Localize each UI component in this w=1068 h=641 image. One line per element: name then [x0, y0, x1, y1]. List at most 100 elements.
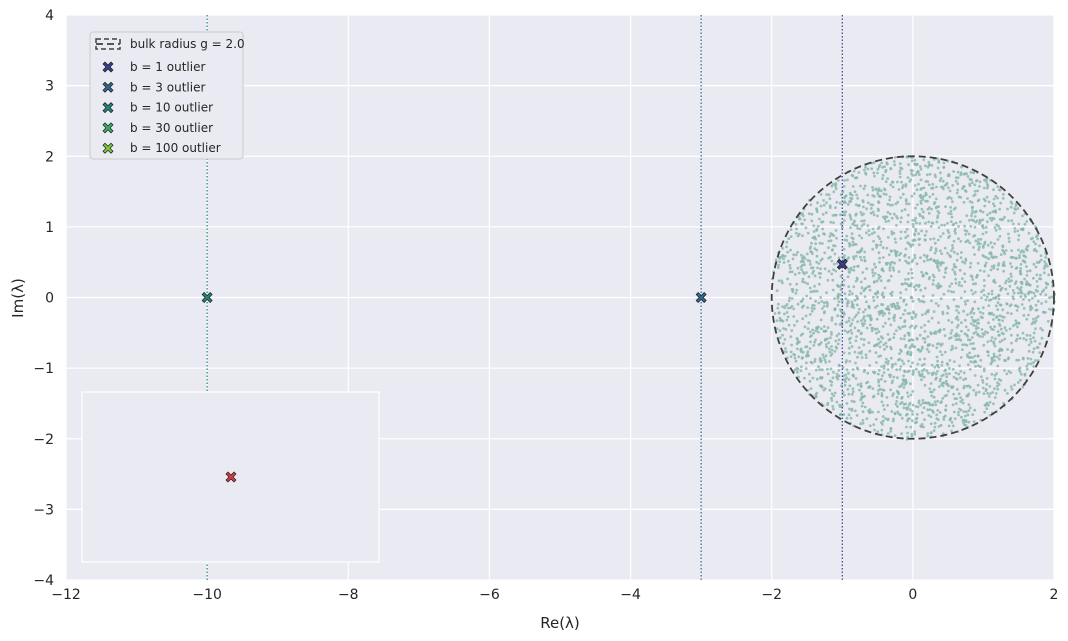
bulk-point — [891, 266, 895, 270]
bulk-point — [895, 395, 899, 399]
bulk-point — [1019, 289, 1023, 292]
bulk-point — [884, 220, 888, 224]
bulk-point — [963, 261, 967, 265]
bulk-point — [978, 242, 982, 246]
bulk-point — [836, 283, 839, 287]
bulk-point — [1017, 222, 1021, 226]
bulk-point — [1007, 232, 1010, 236]
bulk-point — [866, 314, 870, 318]
bulk-point — [849, 266, 853, 270]
bulk-point — [954, 371, 958, 375]
bulk-point — [934, 261, 938, 265]
bulk-point — [900, 432, 903, 435]
bulk-point — [834, 184, 837, 188]
bulk-point — [854, 279, 858, 283]
bulk-point — [887, 311, 891, 315]
bulk-point — [936, 157, 939, 161]
bulk-point — [1014, 256, 1018, 260]
bulk-point — [861, 410, 865, 414]
bulk-point — [948, 234, 952, 238]
bulk-point — [826, 372, 830, 376]
bulk-point — [940, 261, 944, 264]
bulk-point — [963, 280, 967, 283]
bulk-point — [824, 343, 828, 346]
bulk-point — [1017, 358, 1021, 362]
bulk-point — [895, 368, 899, 372]
bulk-point — [797, 375, 800, 379]
bulk-point — [875, 279, 879, 283]
bulk-point — [1036, 359, 1040, 362]
bulk-point — [931, 403, 934, 406]
x-tick-labels: −12 −10 −8 −6 −4 −2 0 2 — [51, 587, 1058, 603]
bulk-point — [1004, 329, 1008, 332]
bulk-point — [901, 192, 905, 196]
bulk-point — [830, 316, 834, 320]
bulk-point — [896, 304, 900, 308]
bulk-point — [842, 283, 846, 287]
bulk-point — [793, 273, 797, 276]
bulk-point — [873, 280, 876, 283]
bulk-point — [810, 361, 814, 365]
bulk-point — [920, 207, 924, 211]
bulk-point — [990, 289, 994, 293]
bulk-point — [882, 215, 885, 219]
bulk-point — [917, 243, 921, 247]
bulk-point — [826, 337, 829, 341]
bulk-point — [999, 303, 1003, 307]
bulk-point — [898, 169, 902, 173]
bulk-point — [865, 326, 869, 330]
bulk-point — [996, 308, 1000, 311]
bulk-point — [920, 313, 924, 317]
y-tick-label: 2 — [45, 149, 54, 165]
bulk-point — [885, 246, 889, 250]
bulk-point — [947, 195, 951, 199]
bulk-point — [780, 279, 784, 283]
bulk-point — [985, 186, 989, 190]
bulk-point — [985, 256, 988, 259]
bulk-point — [924, 191, 928, 195]
bulk-point — [1026, 269, 1029, 273]
bulk-point — [864, 356, 868, 359]
y-tick-label: 4 — [45, 8, 54, 24]
bulk-point — [798, 217, 801, 221]
bulk-point — [852, 265, 856, 269]
bulk-point — [883, 408, 886, 411]
bulk-point — [860, 286, 864, 290]
bulk-point — [906, 176, 910, 180]
bulk-point — [790, 270, 794, 274]
bulk-point — [915, 221, 918, 225]
bulk-point — [811, 328, 814, 332]
bulk-point — [951, 268, 955, 271]
bulk-point — [781, 333, 784, 337]
bulk-point — [968, 385, 972, 389]
bulk-point — [829, 336, 832, 340]
bulk-point — [934, 206, 938, 210]
bulk-point — [875, 317, 879, 321]
bulk-point — [786, 250, 790, 254]
bulk-point — [957, 311, 961, 315]
x-tick-label: −10 — [192, 587, 222, 603]
bulk-point — [885, 345, 889, 349]
bulk-point — [837, 256, 841, 260]
bulk-point — [904, 303, 908, 307]
bulk-point — [830, 272, 834, 276]
bulk-point — [922, 375, 926, 379]
bulk-point — [957, 392, 961, 396]
bulk-point — [942, 292, 946, 296]
bulk-point — [892, 316, 895, 320]
bulk-point — [962, 371, 966, 375]
bulk-point — [977, 307, 980, 311]
bulk-point — [990, 361, 994, 364]
bulk-point — [850, 292, 854, 296]
bulk-point — [859, 255, 862, 259]
bulk-point — [1039, 258, 1043, 262]
bulk-point — [935, 417, 939, 420]
bulk-point — [876, 227, 880, 231]
bulk-point — [803, 325, 807, 329]
bulk-point — [923, 233, 927, 237]
bulk-point — [839, 309, 843, 313]
bulk-point — [966, 197, 969, 200]
bulk-point — [951, 244, 954, 247]
bulk-point — [820, 220, 823, 224]
bulk-point — [966, 334, 969, 338]
